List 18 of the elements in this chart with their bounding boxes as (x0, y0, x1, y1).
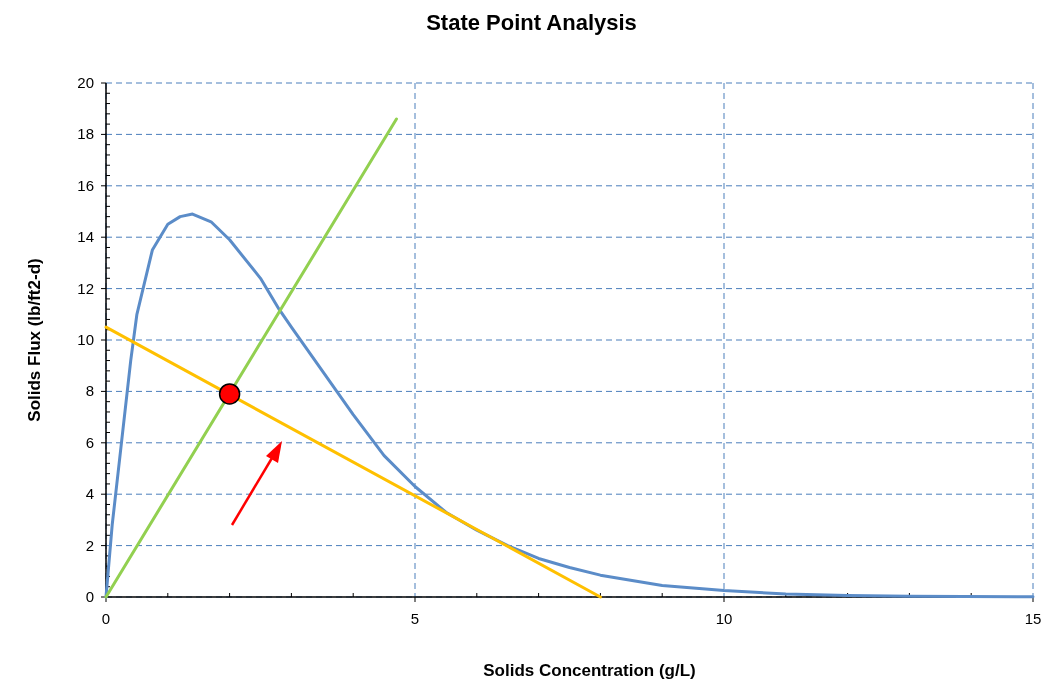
x-tick-label: 5 (410, 610, 420, 627)
y-tick-label: 20 (77, 74, 94, 91)
y-tick-label: 10 (77, 331, 94, 348)
x-tick-label: 10 (715, 610, 733, 627)
y-tick-label: 0 (85, 588, 94, 605)
x-tick-label: 0 (101, 610, 111, 627)
y-axis-title: Solids Flux (lb/ft2-d) (25, 258, 44, 422)
y-tick-label: 2 (85, 536, 94, 554)
x-tick-label: 15 (1024, 610, 1042, 627)
x-axis-title: Solids Concentration (g/L) (483, 661, 696, 680)
y-tick-label: 8 (85, 382, 94, 400)
y-tick-label: 14 (77, 228, 94, 246)
y-tick-label: 16 (77, 176, 94, 194)
y-tick-label: 4 (85, 485, 94, 503)
y-tick-label: 12 (77, 279, 94, 297)
chart-title: State Point Analysis (426, 10, 637, 35)
y-tick-label: 6 (85, 433, 94, 451)
y-tick-label: 18 (77, 125, 94, 143)
